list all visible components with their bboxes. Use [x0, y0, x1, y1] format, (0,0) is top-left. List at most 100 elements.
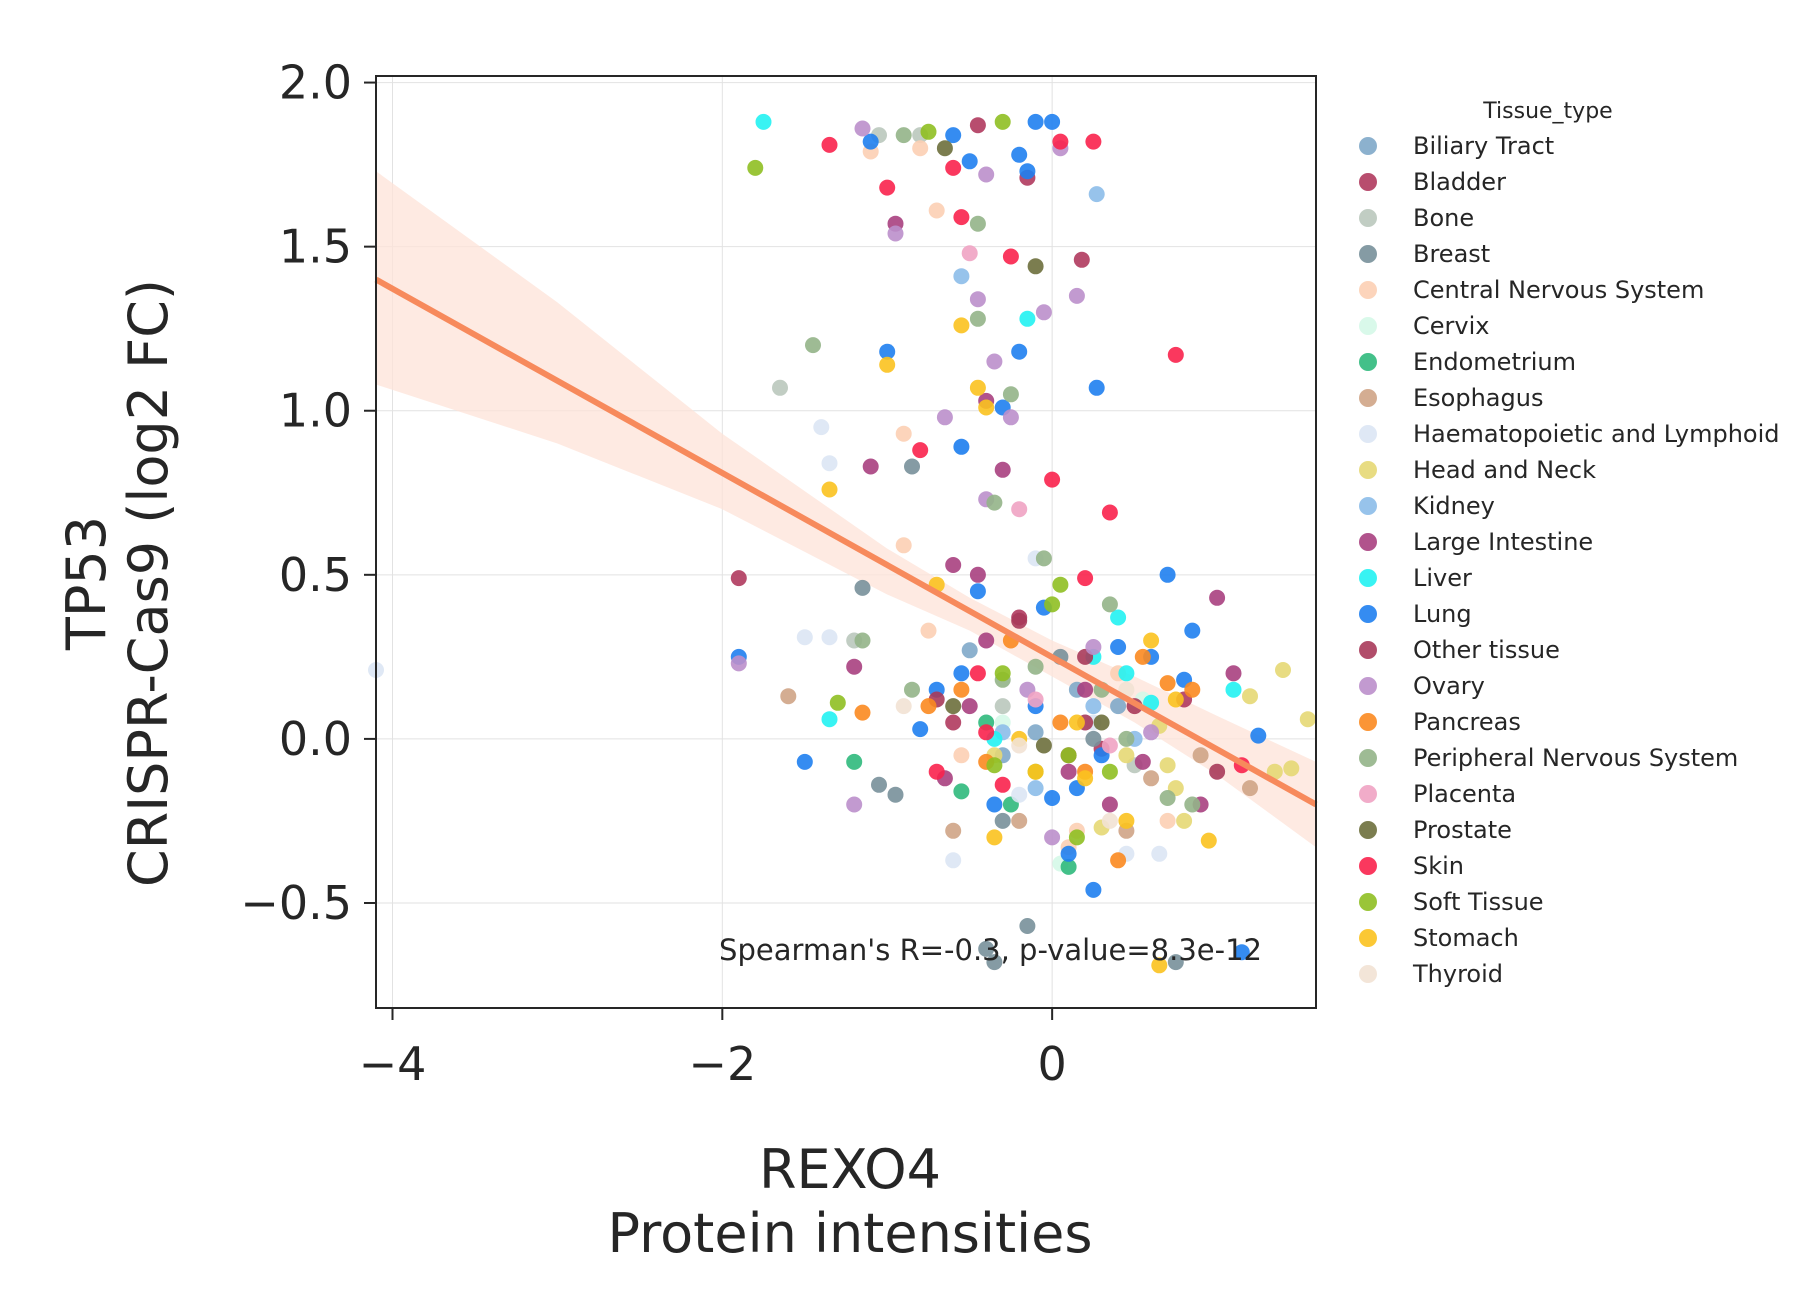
- point-pancreas: [1134, 648, 1151, 665]
- point-ovary: [887, 225, 904, 242]
- legend-marker-other-tissue: [1359, 641, 1377, 659]
- point-skin: [1101, 504, 1118, 521]
- point-peripheral-nervous-system: [1184, 796, 1201, 813]
- axis-ticks: −4 −2 0 −0.5 0.0 0.5 1.0 1.5 2.0: [240, 56, 1066, 1091]
- point-peripheral-nervous-system: [1118, 730, 1135, 747]
- point-large-intestine: [1060, 763, 1077, 780]
- point-lung: [879, 343, 896, 360]
- legend-label-head-and-neck: Head and Neck: [1413, 456, 1596, 484]
- point-placenta: [1101, 737, 1118, 754]
- point-central-nervous-system: [912, 140, 929, 157]
- point-stomach: [969, 379, 986, 396]
- point-lung: [1085, 881, 1102, 898]
- legend-marker-esophagus: [1359, 389, 1377, 407]
- point-peripheral-nervous-system: [986, 494, 1003, 511]
- scatter-points: [368, 113, 1316, 974]
- point-thyroid: [1011, 737, 1028, 754]
- x-axis-label-line-1: REXO4: [759, 1138, 941, 1201]
- point-breast: [887, 786, 904, 803]
- y-tick-label: −0.5: [240, 876, 352, 930]
- legend-label-haematopoietic-and-lymphoid: Haematopoietic and Lymphoid: [1413, 420, 1780, 448]
- point-pancreas: [920, 698, 937, 715]
- point-skin: [821, 136, 838, 153]
- point-stomach: [1027, 763, 1044, 780]
- point-head-and-neck: [1118, 747, 1135, 764]
- legend-label-thyroid: Thyroid: [1412, 960, 1503, 988]
- point-placenta: [961, 245, 978, 262]
- point-large-intestine: [862, 458, 879, 475]
- point-prostate: [945, 698, 962, 715]
- point-skin: [1167, 346, 1184, 363]
- point-peripheral-nervous-system: [1002, 386, 1019, 403]
- point-breast: [1019, 918, 1036, 934]
- point-ovary: [1085, 639, 1102, 655]
- point-liver: [755, 113, 772, 130]
- point-soft-tissue: [1052, 576, 1069, 593]
- point-skin: [969, 665, 986, 682]
- legend-marker-haematopoietic-and-lymphoid: [1359, 425, 1377, 443]
- point-lung: [912, 721, 929, 738]
- point-central-nervous-system: [895, 537, 912, 554]
- point-endometrium: [1060, 858, 1077, 875]
- point-kidney: [1085, 698, 1102, 715]
- legend-marker-central-nervous-system: [1359, 281, 1377, 299]
- point-kidney: [1027, 780, 1044, 797]
- legend-label-ovary: Ovary: [1413, 672, 1485, 700]
- point-bladder: [1073, 251, 1090, 268]
- point-lung: [1184, 622, 1201, 639]
- point-large-intestine: [969, 566, 986, 583]
- legend-marker-placenta: [1359, 785, 1377, 803]
- point-ovary: [854, 120, 871, 137]
- legend-marker-peripheral-nervous-system: [1359, 749, 1377, 767]
- point-large-intestine: [994, 461, 1011, 478]
- legend-label-central-nervous-system: Central Nervous System: [1413, 276, 1704, 304]
- point-skin: [1052, 133, 1069, 150]
- point-haematopoietic-and-lymphoid: [1011, 786, 1028, 803]
- point-lung: [1110, 639, 1127, 655]
- point-lung: [961, 153, 978, 170]
- point-bone: [772, 379, 788, 396]
- point-esophagus: [945, 822, 962, 839]
- legend-marker-lung: [1359, 605, 1377, 623]
- point-skin: [978, 724, 995, 741]
- point-large-intestine: [978, 632, 995, 649]
- legend-marker-bone: [1359, 209, 1377, 227]
- y-tick-label: 0.0: [279, 712, 352, 766]
- point-prostate: [1035, 737, 1052, 754]
- legend-label-skin: Skin: [1413, 852, 1464, 880]
- point-ovary: [986, 353, 1003, 370]
- y-tick-label: 1.0: [279, 384, 352, 438]
- regression-confidence-band: [376, 171, 1316, 848]
- point-soft-tissue: [920, 123, 937, 140]
- point-ovary: [1143, 724, 1160, 741]
- legend-marker-ovary: [1359, 677, 1377, 695]
- point-prostate: [1027, 258, 1044, 275]
- point-pancreas: [1052, 714, 1069, 731]
- point-lung: [1159, 566, 1176, 583]
- point-biliary-tract: [1027, 724, 1044, 741]
- point-head-and-neck: [1159, 757, 1176, 774]
- point-thyroid: [895, 698, 912, 715]
- legend-title: Tissue_type: [1482, 99, 1612, 124]
- y-tick-label: 1.5: [279, 220, 352, 274]
- point-stomach: [1167, 691, 1184, 708]
- point-ovary: [936, 409, 953, 426]
- point-bone: [994, 698, 1011, 715]
- point-breast: [1167, 954, 1184, 971]
- point-liver: [1225, 681, 1242, 698]
- point-lung: [1011, 146, 1028, 163]
- point-peripheral-nervous-system: [1035, 550, 1052, 567]
- point-large-intestine: [1225, 665, 1242, 682]
- point-skin: [953, 209, 970, 226]
- point-large-intestine: [1077, 681, 1094, 698]
- point-stomach: [879, 356, 896, 373]
- point-biliary-tract: [961, 642, 978, 659]
- point-ovary: [1068, 287, 1085, 304]
- point-esophagus: [1242, 780, 1258, 797]
- legend-label-breast: Breast: [1413, 240, 1490, 268]
- point-other-tissue: [1011, 612, 1028, 629]
- point-stomach: [986, 829, 1003, 846]
- point-large-intestine: [1209, 589, 1226, 606]
- point-esophagus: [1143, 770, 1160, 787]
- legend-label-placenta: Placenta: [1413, 780, 1516, 808]
